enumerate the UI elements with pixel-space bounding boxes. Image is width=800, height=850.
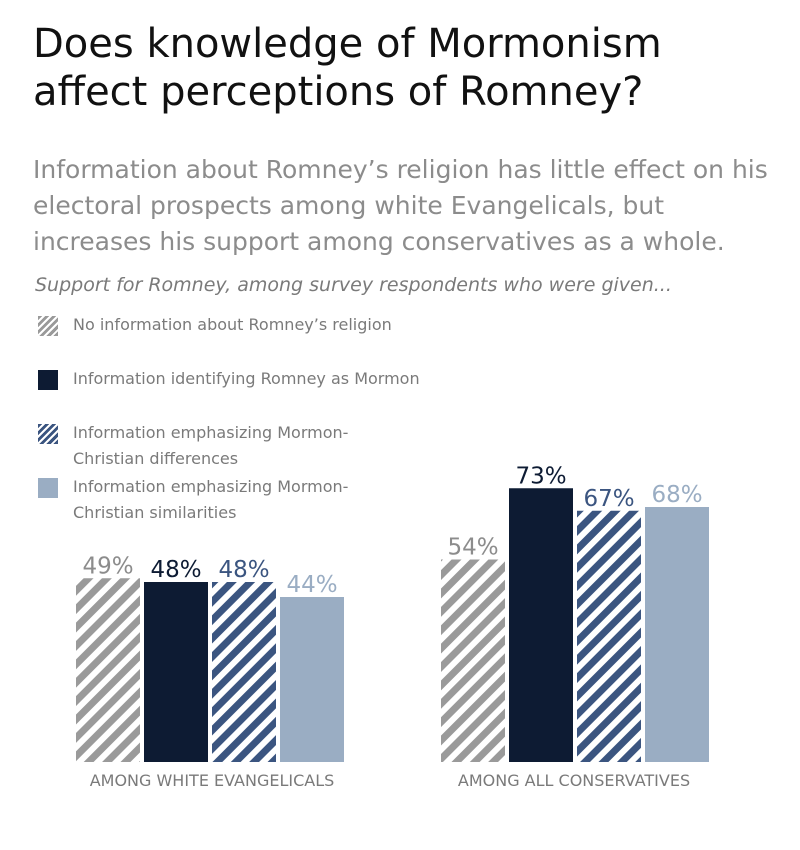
bar-value-label: 67% (583, 486, 634, 512)
category-label: AMONG WHITE EVANGELICALS (90, 771, 335, 790)
category-label: AMONG ALL CONSERVATIVES (458, 771, 690, 790)
bar-value-label: 48% (218, 557, 269, 583)
bar-evangelicals-series-1 (144, 582, 208, 762)
chart-subtitle: Information about Romney’s religion has … (33, 155, 768, 256)
bar-conservatives-series-3 (645, 507, 709, 762)
legend-swatch-hatched-gray (38, 316, 58, 336)
bar-conservatives-series-0 (441, 559, 505, 762)
chart-title: Does knowledge of Mormonism affect perce… (33, 21, 662, 115)
bar-conservatives-series-1 (509, 488, 573, 762)
bar-evangelicals-series-2 (212, 582, 276, 762)
bar-value-label: 54% (447, 535, 498, 561)
value-labels-layer: 49% 48% 48% 44% 54% 73% 67% 68% (82, 463, 702, 598)
bar-evangelicals-series-3 (280, 597, 344, 762)
legend-label: Information identifying Romney as Mormon (73, 369, 420, 388)
chart-intro: Support for Romney, among survey respond… (35, 274, 672, 296)
legend-swatch-hatched-blue (38, 424, 58, 444)
legend-label: Information emphasizing Mormon-Christian… (73, 423, 349, 468)
category-labels-layer: AMONG WHITE EVANGELICALS AMONG ALL CONSER… (90, 771, 690, 790)
bar-value-label: 68% (651, 482, 702, 508)
bar-value-label: 48% (150, 557, 201, 583)
bar-conservatives-series-2 (577, 510, 641, 762)
legend-label: Information emphasizing Mormon-Christian… (73, 477, 349, 522)
bar-evangelicals-series-0 (76, 578, 140, 762)
legend-swatch-solid-navy (38, 370, 58, 390)
legend-label: No information about Romney’s religion (73, 315, 392, 334)
bar-value-label: 49% (82, 553, 133, 579)
bar-value-label: 73% (515, 463, 566, 489)
legend-swatch-solid-light-blue (38, 478, 58, 498)
bar-value-label: 44% (286, 572, 337, 598)
bars-layer (76, 488, 709, 762)
